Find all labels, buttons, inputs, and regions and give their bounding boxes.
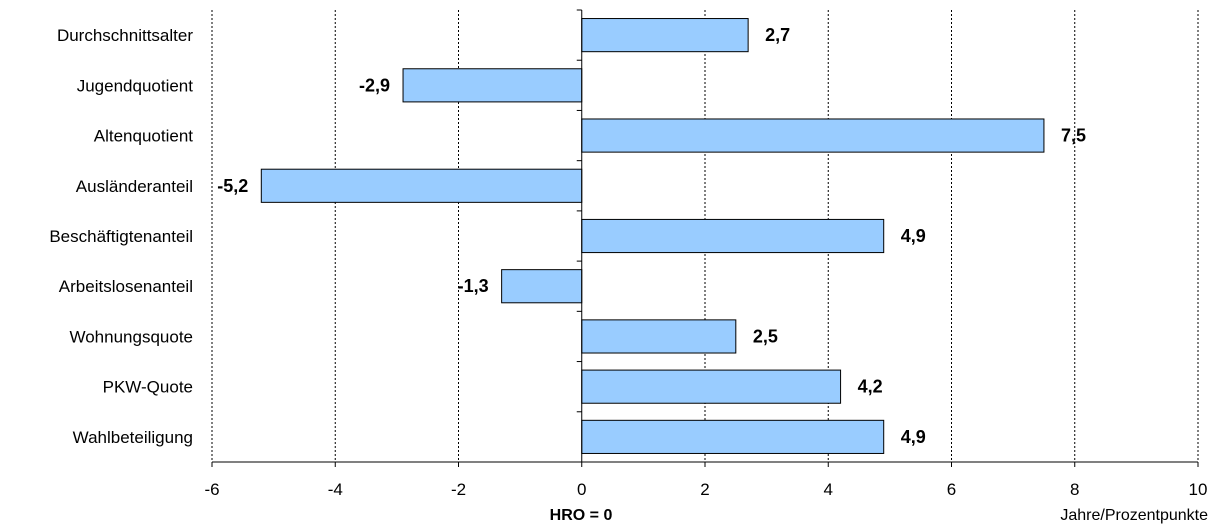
x-tick-label: 6 — [947, 480, 956, 499]
x-tick-label: 0 — [577, 480, 586, 499]
bar — [581, 218, 885, 254]
category-label: PKW-Quote — [103, 378, 193, 397]
data-label: -2,9 — [359, 75, 390, 95]
data-label: 4,2 — [858, 377, 883, 397]
category-label: Beschäftigtenanteil — [49, 227, 193, 246]
data-label: 4,9 — [901, 226, 926, 246]
category-label: Altenquotient — [94, 127, 194, 146]
bar — [501, 269, 583, 304]
data-label: -1,3 — [458, 276, 489, 296]
data-label: 2,7 — [765, 25, 790, 45]
x-tick-label: -4 — [328, 480, 343, 499]
category-label: Arbeitslosenanteil — [59, 277, 193, 296]
x-tick-label: 10 — [1189, 480, 1208, 499]
category-label: Jugendquotient — [77, 76, 194, 95]
bar — [402, 68, 583, 103]
category-label: Wohnungsquote — [69, 327, 193, 346]
category-label: Ausländeranteil — [76, 177, 193, 196]
axes — [211, 9, 1199, 467]
category-labels: Durchschnittsalter Jugendquotient Altenquo… — [49, 26, 193, 447]
bars — [260, 18, 1045, 454]
bar — [581, 319, 737, 354]
x-tick-label: 8 — [1070, 480, 1079, 499]
bar — [581, 118, 1045, 153]
data-label: 4,9 — [901, 427, 926, 447]
data-label: -5,2 — [217, 176, 248, 196]
x-axis-label: HRO = 0 — [550, 507, 613, 524]
x-tick-label: -6 — [204, 480, 219, 499]
bar — [581, 419, 885, 454]
x-tick-label: 2 — [700, 480, 709, 499]
data-label: 2,5 — [753, 326, 778, 346]
bar — [581, 369, 842, 404]
x-tick-labels: -6 -4 -2 0 2 4 6 8 10 — [204, 480, 1207, 499]
bar — [581, 18, 749, 53]
data-labels: 2,7 -2,9 7,5 -5,2 4,9 -1,3 2,5 4,2 4,9 — [217, 25, 1086, 447]
data-label: 7,5 — [1061, 126, 1086, 146]
x-axis-unit: Jahre/Prozentpunkte — [1060, 507, 1208, 524]
x-tick-label: 4 — [824, 480, 833, 499]
x-tick-label: -2 — [451, 480, 466, 499]
category-label: Wahlbeteiligung — [73, 428, 193, 447]
bar — [260, 168, 583, 203]
category-label: Durchschnittsalter — [57, 26, 193, 45]
